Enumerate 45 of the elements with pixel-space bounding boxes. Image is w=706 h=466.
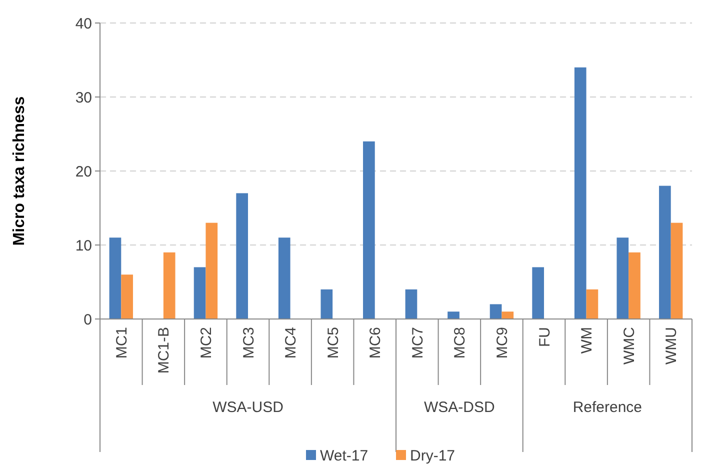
text: Reference	[572, 399, 642, 416]
bar	[659, 186, 671, 319]
x-tick-label: MC9	[494, 327, 511, 359]
x-tick-label: WMC	[620, 326, 638, 364]
x-tick-label: MC5	[324, 327, 342, 359]
bar	[363, 141, 375, 319]
x-tick-label: MC1	[113, 327, 130, 359]
x-tick-label: MC6	[367, 327, 384, 359]
x-tick-label: MC2	[198, 327, 215, 359]
bar	[448, 312, 460, 319]
bar	[502, 312, 514, 319]
bar	[490, 304, 502, 319]
x-tick-label: MC1-B	[156, 327, 173, 374]
y-tick-label: 20	[75, 163, 92, 180]
x-tick-label: MC7	[409, 327, 426, 359]
x-tick-label: MC3	[240, 327, 258, 359]
x-tick-label: WMU	[663, 327, 680, 364]
bar	[206, 222, 218, 319]
bar	[278, 238, 290, 319]
y-tick-label: 40	[75, 15, 92, 32]
legend-label: Wet-17	[320, 447, 368, 464]
bar	[109, 238, 122, 319]
legend-label: Dry-17	[410, 447, 456, 464]
x-tick-label: MC8	[452, 327, 469, 359]
x-tick-label: FU	[536, 327, 554, 347]
x-tick-label: MC4	[282, 327, 300, 359]
text: WSA-DSD	[424, 399, 496, 416]
bar	[574, 67, 586, 319]
bar	[628, 252, 640, 319]
bar	[670, 222, 683, 319]
y-tick-label: 30	[75, 89, 92, 106]
y-axis-title: Micro taxa richness	[11, 96, 28, 246]
x-tick-label: WM	[578, 327, 596, 354]
y-tick-label: 0	[84, 311, 92, 328]
bar	[121, 274, 133, 319]
text: WSA-USD	[212, 399, 284, 416]
bar	[236, 193, 248, 319]
bar	[163, 252, 176, 319]
bar	[320, 289, 333, 319]
bar	[616, 238, 629, 319]
y-tick-label: 10	[75, 237, 92, 254]
bar	[586, 289, 598, 319]
bar	[194, 267, 206, 319]
bar	[405, 289, 418, 319]
bar	[532, 267, 544, 319]
